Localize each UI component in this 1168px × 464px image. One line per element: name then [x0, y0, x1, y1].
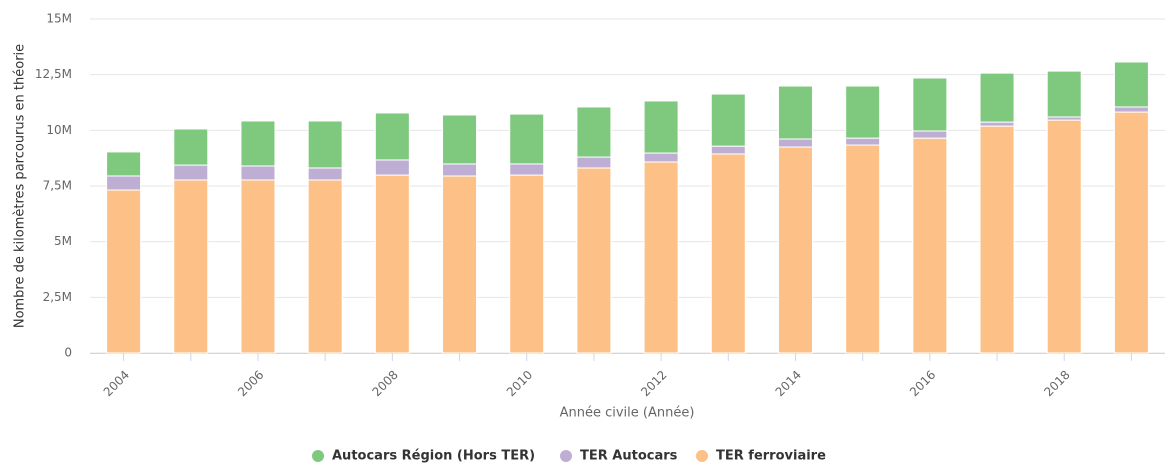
bar-segment: [777, 138, 813, 148]
y-tick-label: 10M: [46, 123, 72, 137]
bar-segment: [979, 121, 1015, 127]
bar-segment: [576, 156, 612, 169]
y-tick-label: 5M: [54, 234, 72, 248]
bar-segment: [643, 152, 679, 163]
bar-segment: [106, 175, 142, 191]
bar-segment: [509, 163, 545, 176]
bar-segment: [777, 85, 813, 140]
bar-segment: [240, 179, 276, 354]
bar-segment: [1046, 70, 1082, 118]
bar-segment: [307, 167, 343, 181]
legend-label: TER ferroviaire: [716, 449, 826, 464]
bar-segment: [1046, 119, 1082, 354]
legend-marker: [560, 450, 572, 462]
bar-segment: [374, 174, 410, 354]
legend-marker: [696, 450, 708, 462]
bar-segment: [106, 151, 142, 177]
bar-segment: [912, 77, 948, 132]
bar-segment: [576, 167, 612, 354]
x-axis-title: Année civile (Année): [560, 406, 695, 421]
bar-segment: [374, 112, 410, 161]
legend-label: TER Autocars: [580, 449, 678, 464]
bar-segment: [240, 120, 276, 167]
bar-segment: [710, 93, 746, 147]
bar-segment: [374, 159, 410, 176]
x-tick-label: 2008: [369, 368, 400, 399]
bar-segment: [777, 146, 813, 354]
y-tick-label: 2,5M: [43, 290, 72, 304]
bar-segment: [173, 179, 209, 354]
bar-segment: [845, 85, 881, 139]
bar-segment: [1113, 61, 1149, 108]
bar-segment: [1113, 106, 1149, 113]
bar-segment: [845, 144, 881, 354]
x-tick-label: 2012: [638, 368, 669, 399]
x-tick-label: 2010: [504, 368, 535, 399]
bar-segment: [173, 128, 209, 166]
y-tick-label: 15M: [46, 12, 72, 26]
bar-segment: [1113, 111, 1149, 354]
y-tick-label: 7,5M: [43, 179, 72, 193]
bar-segment: [912, 137, 948, 354]
bar-segment: [643, 100, 679, 154]
y-axis-title: Nombre de kilomètres parcourus en théori…: [13, 44, 28, 328]
bar-segment: [173, 164, 209, 181]
legend: Autocars Région (Hors TER) TER Autocars TE…: [312, 449, 826, 464]
bar-segment: [845, 137, 881, 146]
bar-segment: [979, 125, 1015, 354]
bar-segment: [442, 114, 478, 165]
bar-segment: [442, 175, 478, 354]
bar-segment: [509, 174, 545, 354]
bar-segment: [442, 163, 478, 177]
bar-segment: [979, 72, 1015, 123]
y-tick-label: 12,5M: [35, 67, 72, 81]
bar-segment: [307, 179, 343, 354]
bar-segment: [643, 161, 679, 354]
bar-segment: [240, 165, 276, 181]
bar-segment: [106, 189, 142, 354]
bar-segment: [710, 153, 746, 354]
bar-segment: [509, 113, 545, 165]
x-tick-label: 2004: [101, 368, 132, 399]
bar-segment: [576, 106, 612, 158]
legend-marker: [312, 450, 324, 462]
bar-segment: [307, 120, 343, 169]
y-tick-label: 0: [64, 346, 72, 360]
bar-segment: [710, 145, 746, 155]
x-tick-label: 2006: [235, 368, 266, 399]
bar-segment: [912, 130, 948, 139]
x-tick-label: 2016: [907, 368, 938, 399]
x-tick-label: 2014: [773, 368, 804, 399]
legend-label: Autocars Région (Hors TER): [332, 449, 535, 464]
x-tick-label: 2018: [1041, 368, 1072, 399]
